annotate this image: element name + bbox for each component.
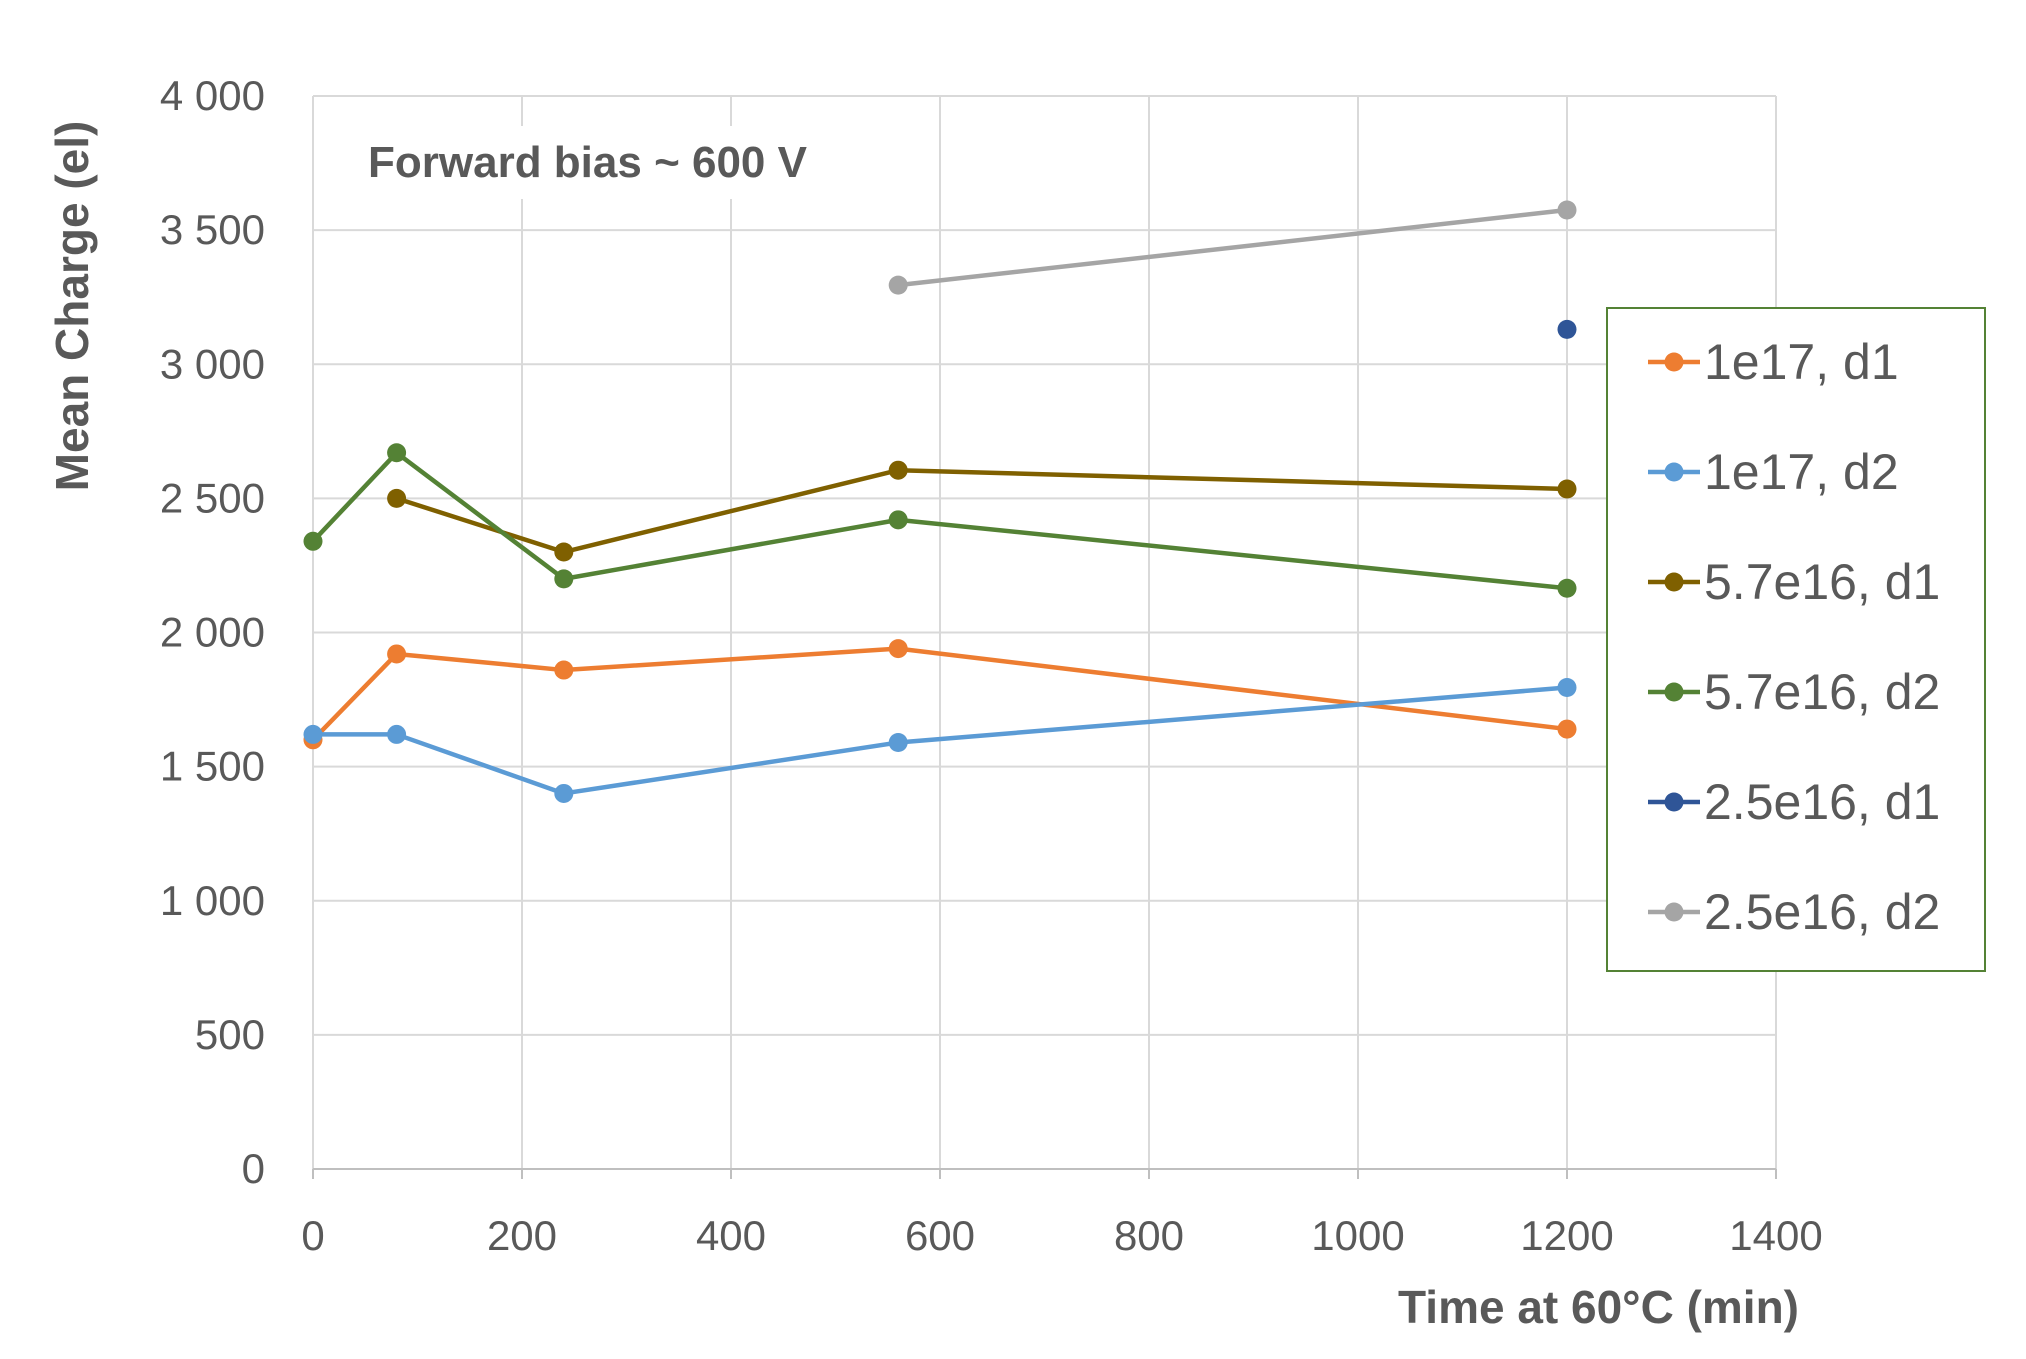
grid-layer — [312, 95, 1777, 1170]
y-tick-label: 0 — [242, 1145, 265, 1192]
legend-item: 5.7e16, d2 — [1648, 664, 1940, 720]
x-tick-label: 400 — [696, 1212, 766, 1259]
series-line — [897, 207, 1568, 288]
y-tick-label: 1 000 — [160, 877, 265, 924]
legend-item: 1e17, d2 — [1648, 444, 1899, 500]
data-point — [387, 644, 407, 664]
legend-label: 1e17, d1 — [1704, 334, 1899, 390]
y-tick-label: 4 000 — [160, 72, 265, 119]
series-layer — [303, 200, 1577, 803]
legend-label: 5.7e16, d1 — [1704, 554, 1940, 610]
y-tick-label: 3 000 — [160, 340, 265, 387]
legend: 1e17, d1 1e17, d2 5.7e16, d1 5.7e16, d2 2.5e… — [1606, 307, 1986, 972]
legend-item: 2.5e16, d2 — [1648, 884, 1940, 940]
legend-swatch-marker — [1664, 902, 1684, 922]
x-axis-title: Time at 60°C (min) — [1398, 1281, 1799, 1333]
legend-swatch-marker — [1664, 572, 1684, 592]
y-tick-label: 2 000 — [160, 609, 265, 656]
x-tick-label: 800 — [1114, 1212, 1184, 1259]
axis-layer: 0 500 1 000 1 500 2 000 2 500 3 000 3 500 4 000 0… — [160, 72, 1823, 1259]
legend-swatch-marker — [1664, 682, 1684, 702]
data-point — [1557, 200, 1577, 220]
y-tick-label: 2 500 — [160, 474, 265, 521]
legend-label: 5.7e16, d2 — [1704, 664, 1940, 720]
data-point — [554, 660, 574, 680]
data-point — [888, 275, 908, 295]
data-point — [888, 510, 908, 530]
annotation-background — [350, 126, 826, 199]
legend-item: 5.7e16, d1 — [1648, 554, 1940, 610]
y-tick-label: 3 500 — [160, 206, 265, 253]
data-point — [1557, 719, 1577, 739]
data-point — [1557, 578, 1577, 598]
data-point — [303, 531, 323, 551]
data-point — [554, 569, 574, 589]
data-point — [888, 732, 908, 752]
data-point — [303, 724, 323, 744]
y-tick-label: 1 500 — [160, 743, 265, 790]
legend-swatch-marker — [1664, 792, 1684, 812]
data-point — [387, 488, 407, 508]
x-tick-label: 1200 — [1520, 1212, 1613, 1259]
data-point — [1557, 479, 1577, 499]
data-point — [387, 443, 407, 463]
legend-frame — [1606, 307, 1986, 972]
x-tick-label: 1000 — [1311, 1212, 1404, 1259]
data-point — [1557, 677, 1577, 697]
chart-annotation: Forward bias ~ 600 V — [368, 138, 808, 187]
series-line — [395, 467, 1568, 555]
legend-label: 2.5e16, d2 — [1704, 884, 1940, 940]
x-tick-label: 600 — [905, 1212, 975, 1259]
legend-label: 2.5e16, d1 — [1704, 774, 1940, 830]
x-tick-label: 1400 — [1729, 1212, 1822, 1259]
y-axis-title: Mean Charge (el) — [46, 121, 98, 492]
data-point — [554, 542, 574, 562]
x-tick-label: 200 — [487, 1212, 557, 1259]
legend-label: 1e17, d2 — [1704, 444, 1899, 500]
legend-swatch-marker — [1664, 462, 1684, 482]
y-tick-label: 500 — [195, 1011, 265, 1058]
series-4 — [1557, 319, 1577, 339]
series-5 — [888, 200, 1577, 295]
legend-item: 1e17, d1 — [1648, 334, 1899, 390]
x-tick-label: 0 — [301, 1212, 324, 1259]
series-3 — [303, 443, 1577, 598]
legend-item: 2.5e16, d1 — [1648, 774, 1940, 830]
series-1 — [303, 677, 1577, 803]
legend-swatch-marker — [1664, 352, 1684, 372]
data-point — [888, 639, 908, 659]
data-point — [554, 783, 574, 803]
data-point — [1557, 319, 1577, 339]
series-2 — [387, 460, 1577, 562]
label-layer: Forward bias ~ 600 V Time at 60°C (min) … — [46, 121, 1799, 1333]
data-point — [387, 724, 407, 744]
data-point — [888, 460, 908, 480]
